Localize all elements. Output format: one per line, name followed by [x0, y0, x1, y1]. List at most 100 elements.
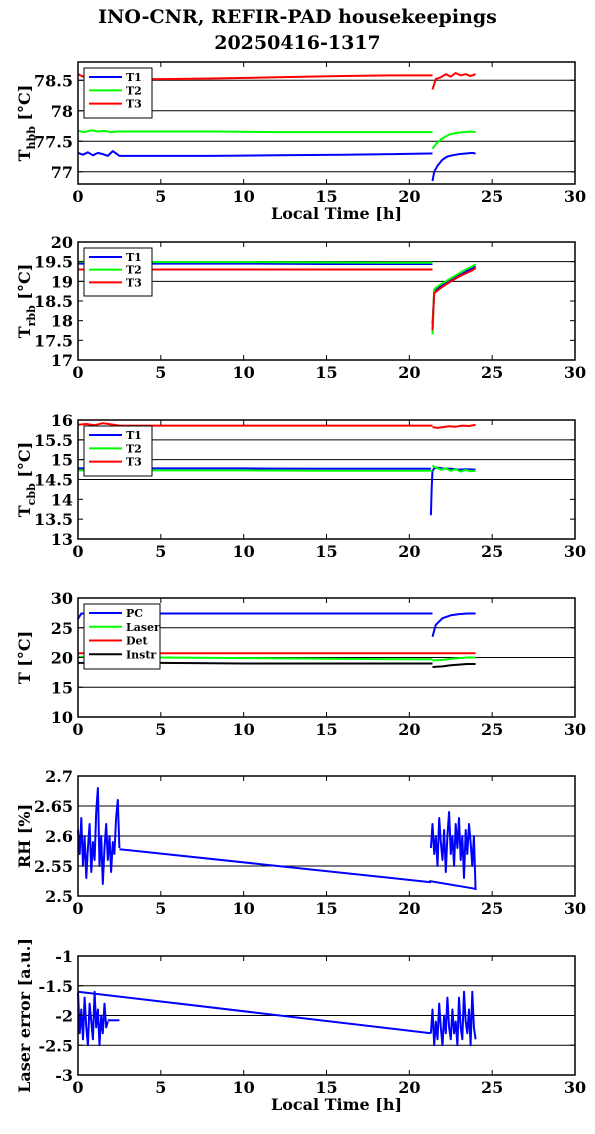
y-tick-label: 19.5 [34, 253, 73, 272]
x-tick-label: 10 [233, 899, 255, 918]
y-tick-label: 78.5 [34, 71, 73, 90]
series-rh-line [429, 880, 476, 890]
x-tick-label: 25 [481, 363, 503, 382]
y-axis-label-main: Laser error [a.u.] [15, 938, 34, 1093]
x-tick-label: 15 [315, 542, 337, 561]
x-tick-label: 20 [398, 720, 420, 739]
legend-label: T3 [126, 276, 142, 289]
y-axis-label: Thbb [°C] [15, 85, 38, 162]
y-axis-label-main: T [15, 149, 34, 161]
series-t1-line [429, 466, 476, 516]
y-tick-label: 77.5 [34, 132, 73, 151]
y-axis-label: Tcbb [°C] [15, 442, 38, 517]
x-tick-label: 20 [398, 363, 420, 382]
x-tick-label: 25 [481, 899, 503, 918]
y-tick-label: 2.5 [45, 887, 73, 906]
x-tick-label: 0 [72, 720, 83, 739]
legend-label: Det [126, 635, 149, 648]
x-tick-label: 20 [398, 1078, 420, 1097]
y-tick-label: -1 [55, 947, 73, 966]
series-laser-error-line [77, 990, 432, 1035]
y-axis-label-unit: [°C] [15, 264, 34, 305]
series-t2-line [431, 263, 477, 335]
x-tick-label: 20 [398, 187, 420, 206]
y-axis-label-main: T [15, 505, 34, 517]
x-tick-label: 0 [72, 363, 83, 382]
legend-label: T3 [126, 98, 142, 111]
y-axis-label-main: RH [%] [15, 804, 34, 868]
y-axis-label: RH [%] [15, 804, 34, 868]
legend-label: T1 [126, 251, 142, 264]
x-tick-label: 25 [481, 187, 503, 206]
series-t2-line [431, 464, 476, 473]
legend-label: T2 [126, 442, 142, 455]
x-tick-label: 0 [72, 187, 83, 206]
series-rh-line [119, 848, 432, 884]
x-axis-label: Local Time [h] [271, 1095, 402, 1114]
x-tick-label: 25 [481, 720, 503, 739]
series-rh-line [77, 787, 121, 885]
y-tick-label: 17 [51, 351, 73, 370]
x-tick-label: 30 [564, 899, 586, 918]
x-tick-label: 5 [155, 720, 166, 739]
y-axis-label-sub: rbb [25, 305, 38, 326]
y-tick-label: 78 [51, 102, 73, 121]
x-tick-label: 30 [564, 1078, 586, 1097]
y-tick-label: 77 [51, 163, 73, 182]
y-tick-label: 2.6 [45, 827, 73, 846]
series-t2-line [77, 129, 433, 134]
plot-area-2 [78, 242, 575, 360]
x-tick-label: 15 [315, 899, 337, 918]
y-tick-label: 15 [51, 451, 73, 470]
y-axis-label-main: T [°C] [15, 631, 34, 684]
x-tick-label: 15 [315, 720, 337, 739]
y-tick-label: 20 [51, 233, 73, 252]
x-tick-label: 10 [233, 1078, 255, 1097]
legend-label: Laser [126, 621, 160, 634]
y-tick-label: 17.5 [34, 331, 73, 350]
series-laser-line [432, 656, 476, 662]
series-t3-line [431, 72, 476, 90]
y-axis-label: Laser error [a.u.] [15, 938, 34, 1093]
y-tick-label: -3 [55, 1066, 73, 1085]
x-tick-label: 15 [315, 187, 337, 206]
x-tick-label: 10 [233, 187, 255, 206]
y-axis-label-unit: [°C] [15, 442, 34, 483]
series-rh-line [429, 811, 477, 891]
x-tick-label: 0 [72, 1078, 83, 1097]
legend-label: T3 [126, 456, 142, 469]
series-laser-error-line [77, 990, 109, 1047]
y-tick-label: -2.5 [39, 1036, 73, 1055]
x-tick-label: 5 [155, 1078, 166, 1097]
x-tick-label: 10 [233, 720, 255, 739]
y-tick-label: 20 [51, 649, 73, 668]
series-instr-line [432, 663, 476, 668]
y-axis-label-main: T [15, 326, 34, 338]
y-tick-label: 19 [51, 272, 73, 291]
x-tick-label: 15 [315, 1078, 337, 1097]
x-tick-label: 25 [481, 542, 503, 561]
series-t1-line [431, 151, 476, 182]
y-tick-label: 14 [51, 490, 73, 509]
y-tick-label: 2.7 [45, 767, 73, 786]
legend-label: PC [126, 607, 143, 620]
y-tick-label: 16 [51, 411, 73, 430]
x-tick-label: 20 [398, 899, 420, 918]
x-tick-label: 10 [233, 542, 255, 561]
y-tick-label: -2 [55, 1007, 73, 1026]
y-axis-label-sub: hbb [25, 126, 38, 150]
y-tick-label: 15 [51, 678, 73, 697]
x-axis-label: Local Time [h] [271, 204, 402, 223]
x-tick-label: 30 [564, 720, 586, 739]
y-tick-label: 18 [51, 312, 73, 331]
x-tick-label: 15 [315, 363, 337, 382]
chart-subtitle: 20250416-1317 [214, 32, 381, 54]
legend-label: Instr [126, 648, 156, 661]
x-tick-label: 5 [155, 899, 166, 918]
y-axis-label: T [°C] [15, 631, 34, 684]
y-axis-label: Trbb [°C] [15, 264, 38, 339]
x-tick-label: 5 [155, 542, 166, 561]
x-tick-label: 5 [155, 363, 166, 382]
series-t3-line [432, 423, 476, 429]
